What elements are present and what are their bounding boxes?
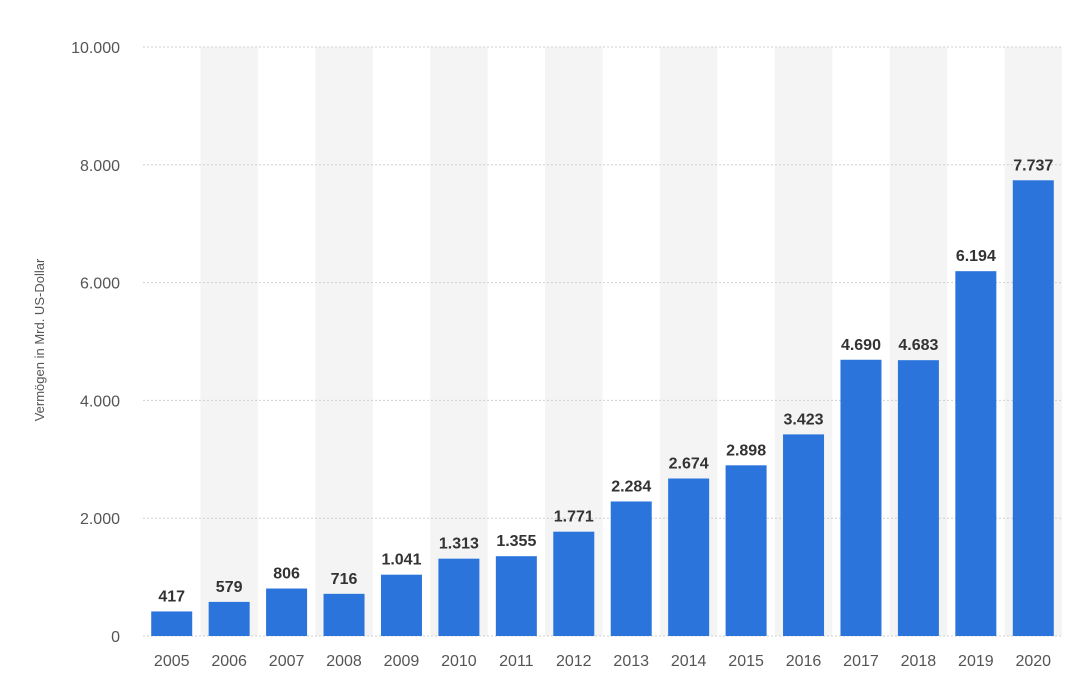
y-axis-ticks: 0 2.000 4.000 6.000 8.000 10.000 [71,40,120,646]
bar-value-label: 579 [216,579,243,596]
x-tick-label: 2011 [499,653,534,670]
bar-value-label: 716 [331,571,358,588]
x-axis-ticks: 2005 2006 2007 2008 2009 2010 2011 2012 2013 2014… [154,653,1051,670]
bar-value-label: 2.284 [611,478,651,495]
x-tick-label: 2019 [958,653,994,670]
bar-value-label: 1.771 [554,509,594,526]
x-tick-label: 2015 [728,653,764,670]
x-tick-label: 2007 [269,653,305,670]
bar [323,593,365,636]
bar-value-label: 1.313 [439,536,479,553]
bar-value-label: 1.355 [496,533,536,550]
x-tick-label: 2020 [1015,653,1051,670]
value-labels: 417 579 806 716 1.041 1.313 1.355 1.771 2.284 2.6… [158,157,1053,605]
column-band [200,47,258,636]
bar [840,359,882,636]
bar-value-label: 1.041 [381,552,421,569]
bar [208,601,250,636]
y-tick-label: 2.000 [80,511,120,528]
bar [380,574,422,636]
bar-value-label: 7.737 [1013,157,1053,174]
bar-value-label: 2.898 [726,442,766,459]
bar [151,611,193,636]
bar [1012,180,1054,636]
y-tick-label: 8.000 [80,158,120,175]
x-tick-label: 2018 [901,653,937,670]
bar [553,531,595,636]
x-tick-label: 2017 [843,653,879,670]
y-tick-label: 4.000 [80,393,120,410]
y-tick-label: 0 [111,629,120,646]
x-tick-label: 2006 [211,653,247,670]
bar [495,556,537,636]
bar [897,360,939,636]
column-band [430,47,488,636]
bar [783,434,825,636]
bar [438,558,480,636]
x-tick-label: 2014 [671,653,707,670]
bar-value-label: 6.194 [956,248,996,265]
bar-value-label: 417 [158,588,185,605]
x-tick-label: 2012 [556,653,592,670]
bar-value-label: 3.423 [784,411,824,428]
x-tick-label: 2005 [154,653,190,670]
column-band [315,47,373,636]
bar [955,271,997,636]
x-tick-label: 2013 [613,653,649,670]
bar [610,501,652,636]
bar [266,588,308,636]
bar [668,478,710,636]
y-tick-label: 10.000 [71,40,120,57]
bar [725,465,767,636]
x-tick-label: 2008 [326,653,362,670]
bar-value-label: 2.674 [669,456,709,473]
bar-value-label: 4.690 [841,337,881,354]
bar-value-label: 806 [273,566,300,583]
x-tick-label: 2016 [786,653,822,670]
y-axis-title: Vermögen in Mrd. US-Dollar [32,258,47,421]
y-tick-label: 6.000 [80,276,120,293]
bars [151,180,1054,636]
x-tick-label: 2009 [384,653,420,670]
x-tick-label: 2010 [441,653,477,670]
bar-value-label: 4.683 [898,337,938,354]
